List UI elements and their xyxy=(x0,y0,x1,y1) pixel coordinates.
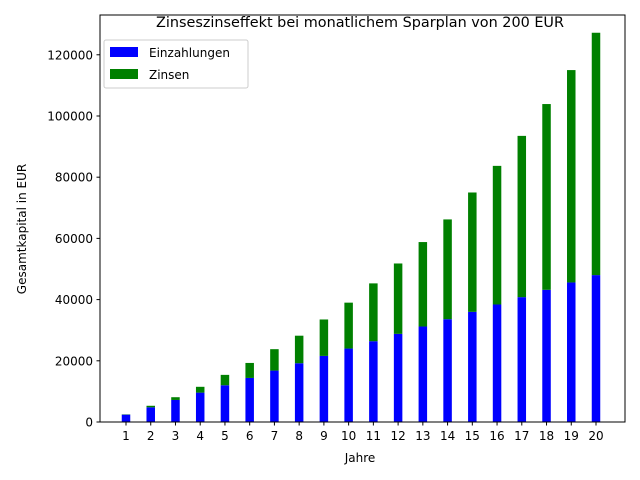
legend-label-einzahlungen: Einzahlungen xyxy=(149,46,230,60)
bar-zinsen-15 xyxy=(468,192,477,312)
y-tick-label: 20000 xyxy=(55,354,93,368)
x-axis: 1 2 3 4 5 6 7 8 9 10 11 12 13 14 15 16 17 18 19 20 xyxy=(122,422,604,443)
x-tick-label: 7 xyxy=(271,429,279,443)
x-tick-label: 13 xyxy=(415,429,430,443)
x-tick-label: 12 xyxy=(390,429,405,443)
legend: Einzahlungen Zinsen xyxy=(103,39,249,89)
bar-einzahlungen-13 xyxy=(418,326,428,422)
bar-zinsen-14 xyxy=(443,219,452,320)
bar-einzahlungen-1 xyxy=(121,414,131,422)
y-tick-label: 100000 xyxy=(47,109,93,123)
x-tick-label: 8 xyxy=(295,429,303,443)
chart-title: Zinseszinseffekt bei monatlichem Sparpla… xyxy=(156,15,564,31)
x-tick-label: 10 xyxy=(341,429,356,443)
y-tick-label: 120000 xyxy=(47,48,93,62)
bar-einzahlungen-9 xyxy=(319,355,329,422)
bar-einzahlungen-4 xyxy=(195,392,205,422)
legend-label-zinsen: Zinsen xyxy=(149,68,189,82)
x-tick-label: 14 xyxy=(440,429,455,443)
bar-zinsen-6 xyxy=(245,362,254,378)
bar-einzahlungen-2 xyxy=(146,407,155,422)
bar-einzahlungen-5 xyxy=(220,385,230,422)
x-tick-label: 9 xyxy=(320,429,328,443)
plot-frame xyxy=(99,14,626,423)
bar-zinsen-4 xyxy=(195,386,205,393)
y-tick-label: 0 xyxy=(85,416,93,430)
bar-einzahlungen-6 xyxy=(245,377,254,422)
x-tick-label: 5 xyxy=(221,429,229,443)
bars-group xyxy=(121,32,601,422)
bar-einzahlungen-20 xyxy=(591,275,601,422)
x-tick-label: 16 xyxy=(489,429,504,443)
bar-zinsen-2 xyxy=(146,405,155,408)
x-tick-label: 11 xyxy=(366,429,381,443)
bar-zinsen-13 xyxy=(418,242,428,327)
bar-zinsen-9 xyxy=(319,319,329,356)
y-tick-label: 60000 xyxy=(55,232,93,246)
bar-einzahlungen-16 xyxy=(492,304,502,422)
bar-zinsen-20 xyxy=(591,32,601,276)
bar-einzahlungen-10 xyxy=(344,348,353,422)
bar-zinsen-18 xyxy=(542,104,551,290)
y-tick-label: 80000 xyxy=(55,171,93,185)
bar-einzahlungen-17 xyxy=(517,297,527,422)
bar-einzahlungen-11 xyxy=(369,341,378,422)
bar-zinsen-3 xyxy=(171,397,180,400)
x-tick-label: 1 xyxy=(122,429,130,443)
legend-swatch-zinsen xyxy=(110,69,138,79)
x-tick-label: 15 xyxy=(465,429,480,443)
y-axis: 0 20000 40000 60000 80000 100000 120000 xyxy=(47,48,100,430)
y-tick-label: 40000 xyxy=(55,293,93,307)
bar-zinsen-16 xyxy=(492,165,502,305)
bar-zinsen-19 xyxy=(567,70,576,283)
bar-zinsen-10 xyxy=(344,302,353,349)
legend-box xyxy=(103,39,249,89)
x-axis-label: Jahre xyxy=(344,451,376,465)
bar-zinsen-12 xyxy=(393,263,403,334)
bar-einzahlungen-3 xyxy=(171,399,180,422)
x-tick-label: 6 xyxy=(246,429,254,443)
bar-einzahlungen-7 xyxy=(270,370,279,422)
legend-swatch-einzahlungen xyxy=(110,47,138,57)
x-tick-label: 20 xyxy=(588,429,603,443)
x-tick-label: 4 xyxy=(196,429,204,443)
y-axis-label: Gesamtkapital in EUR xyxy=(15,164,29,294)
bar-einzahlungen-14 xyxy=(443,319,452,422)
x-tick-label: 17 xyxy=(514,429,529,443)
bar-zinsen-5 xyxy=(220,374,230,386)
bar-einzahlungen-19 xyxy=(567,282,576,422)
bar-einzahlungen-12 xyxy=(393,333,403,422)
bar-zinsen-11 xyxy=(369,283,378,342)
x-tick-label: 3 xyxy=(172,429,180,443)
bar-zinsen-7 xyxy=(270,349,279,371)
bar-zinsen-17 xyxy=(517,135,527,298)
bar-zinsen-8 xyxy=(294,335,304,364)
bar-einzahlungen-15 xyxy=(468,311,477,422)
bar-einzahlungen-18 xyxy=(542,289,551,422)
x-tick-label: 19 xyxy=(564,429,579,443)
x-tick-label: 2 xyxy=(147,429,155,443)
x-tick-label: 18 xyxy=(539,429,554,443)
bar-einzahlungen-8 xyxy=(294,363,304,422)
